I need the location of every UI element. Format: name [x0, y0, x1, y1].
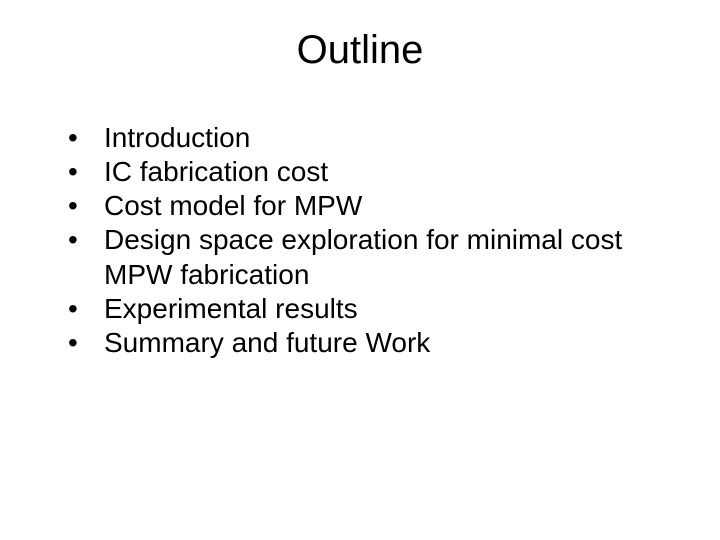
- list-item: IC fabrication cost: [68, 155, 680, 189]
- list-item: Summary and future Work: [68, 326, 680, 360]
- list-item: Experimental results: [68, 292, 680, 326]
- slide: Outline Introduction IC fabrication cost…: [0, 0, 720, 540]
- list-item: Cost model for MPW: [68, 189, 680, 223]
- list-item: Introduction: [68, 121, 680, 155]
- bullet-list: Introduction IC fabrication cost Cost mo…: [68, 121, 680, 360]
- slide-title: Outline: [40, 28, 680, 73]
- list-item: Design space exploration for minimal cos…: [68, 223, 680, 291]
